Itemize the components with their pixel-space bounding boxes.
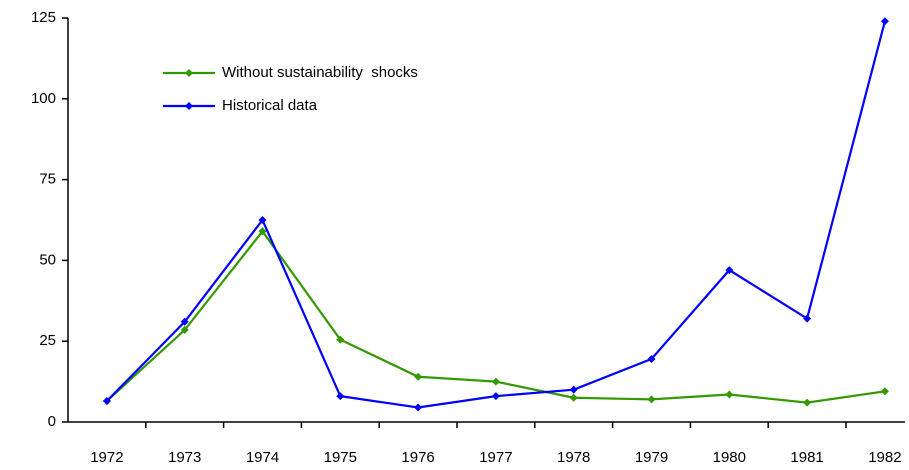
y-tick-label: 100 — [31, 90, 56, 107]
point-marker — [414, 403, 423, 412]
x-tick-label: 1973 — [168, 449, 201, 466]
x-tick-label: 1974 — [246, 449, 279, 466]
point-marker — [336, 335, 345, 344]
y-tick-label: 25 — [39, 332, 56, 349]
point-marker — [725, 390, 734, 399]
point-marker — [414, 372, 423, 381]
point-marker — [180, 317, 189, 326]
x-tick-label: 1980 — [713, 449, 746, 466]
y-tick-label: 50 — [39, 251, 56, 268]
point-marker — [491, 392, 500, 401]
x-tick-label: 1977 — [479, 449, 512, 466]
point-marker — [180, 325, 189, 334]
point-marker — [803, 314, 812, 323]
legend-label: Without sustainability shocks — [222, 64, 418, 81]
point-marker — [647, 395, 656, 404]
x-tick-label: 1982 — [868, 449, 901, 466]
legend-marker — [185, 69, 193, 77]
point-marker — [491, 377, 500, 386]
y-tick-label: 75 — [39, 171, 56, 188]
x-tick-label: 1972 — [90, 449, 123, 466]
y-tick-label: 125 — [31, 9, 56, 26]
x-tick-label: 1981 — [790, 449, 823, 466]
point-marker — [569, 393, 578, 402]
point-marker — [803, 398, 812, 407]
legend-marker — [185, 102, 193, 110]
x-tick-label: 1978 — [557, 449, 590, 466]
point-marker — [647, 354, 656, 363]
legend-label: Historical data — [222, 97, 318, 114]
point-marker — [102, 396, 111, 405]
point-marker — [258, 227, 267, 236]
point-marker — [336, 392, 345, 401]
x-tick-label: 1975 — [324, 449, 357, 466]
y-tick-label: 0 — [48, 413, 56, 430]
point-marker — [880, 387, 889, 396]
x-tick-label: 1976 — [401, 449, 434, 466]
point-marker — [880, 17, 889, 26]
point-marker — [569, 385, 578, 394]
x-tick-label: 1979 — [635, 449, 668, 466]
point-marker — [725, 266, 734, 275]
point-marker — [258, 216, 267, 224]
series-line — [106, 229, 886, 404]
